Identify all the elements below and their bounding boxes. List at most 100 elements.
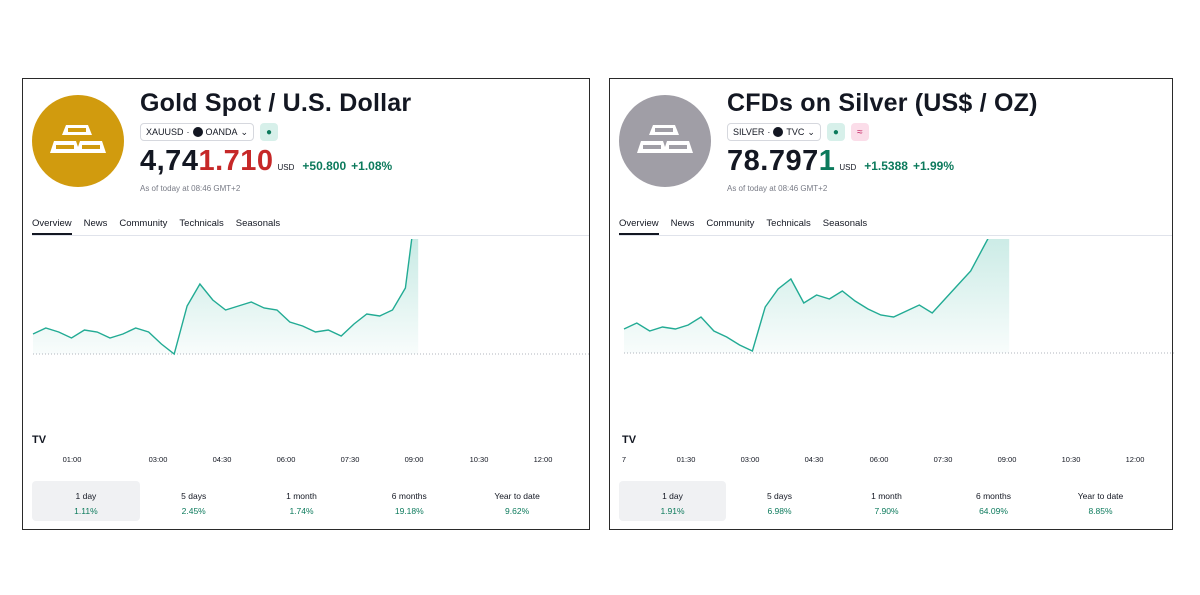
range-label: 1 month <box>871 491 902 501</box>
price-line <box>623 239 989 352</box>
x-tick: 01:30 <box>676 455 696 464</box>
range-1-day[interactable]: 1 day 1.91% <box>619 481 726 521</box>
tab-community[interactable]: Community <box>706 218 755 229</box>
page-title: Gold Spot / U.S. Dollar <box>140 89 412 117</box>
x-tick: 04:30 <box>212 455 232 464</box>
price-change-percent: +1.08% <box>351 159 393 173</box>
tab-overview[interactable]: Overview <box>619 218 659 235</box>
tradingview-logo-icon: TV <box>622 434 637 446</box>
x-tick: 12:00 <box>533 455 553 464</box>
range-label: Year to date <box>494 491 540 501</box>
separator-dot: · <box>767 127 771 137</box>
page-title: CFDs on Silver (US$ / OZ) <box>727 89 1038 117</box>
range-label: 1 day <box>75 491 97 501</box>
range-5-days[interactable]: 5 days 6.98% <box>726 481 833 521</box>
market-status-badge[interactable]: ● <box>260 123 279 141</box>
x-tick: 09:00 <box>997 455 1017 464</box>
tab-technicals[interactable]: Technicals <box>766 218 811 229</box>
tab-overview[interactable]: Overview <box>32 218 72 235</box>
symbol-chips: SILVER · TVC ⌄ ● ≈ <box>727 123 869 141</box>
range-1-day[interactable]: 1 day 1.11% <box>32 481 140 521</box>
silver-bars-icon <box>619 95 711 187</box>
range-5-days[interactable]: 5 days 2.45% <box>140 481 248 521</box>
price-change-percent: +1.99% <box>912 159 954 173</box>
range-label: 6 months <box>391 491 427 501</box>
price-line <box>32 239 413 356</box>
tab-bar: Overview News Community Technicals Seaso… <box>619 218 1172 236</box>
price-highlight: 1.710 <box>198 145 274 177</box>
price-area-fill <box>624 239 1010 353</box>
tab-news[interactable]: News <box>670 218 695 229</box>
range-value: 7.90% <box>874 506 899 516</box>
currency-label: USD <box>839 163 857 172</box>
tab-seasonals[interactable]: Seasonals <box>235 218 281 229</box>
range-label: 5 days <box>766 491 793 501</box>
range-year-to-date[interactable]: Year to date 8.85% <box>1047 481 1154 521</box>
range-6-months[interactable]: 6 months 19.18% <box>355 481 463 521</box>
symbol-selector[interactable]: XAUUSD · OANDA ⌄ <box>140 123 255 141</box>
currency-label: USD <box>277 163 295 172</box>
symbol-selector[interactable]: SILVER · TVC ⌄ <box>727 123 821 141</box>
x-tick: 7 <box>621 455 627 464</box>
price-change: +1.5388 <box>864 159 908 173</box>
chevron-down-icon: ⌄ <box>240 126 249 137</box>
tab-community[interactable]: Community <box>119 218 168 229</box>
performance-ranges: 1 day 1.11% 5 days 2.45% 1 month 1.74% 6 mo… <box>32 481 571 521</box>
x-tick: 10:30 <box>469 455 489 464</box>
symbol-label: SILVER <box>733 127 765 137</box>
range-value: 8.85% <box>1088 506 1113 516</box>
price-chart[interactable] <box>23 239 591 449</box>
as-of-timestamp: As of today at 08:46 GMT+2 <box>727 184 828 193</box>
range-1-month[interactable]: 1 month 1.74% <box>248 481 356 521</box>
x-tick: 01:00 <box>62 455 82 464</box>
range-value: 2.45% <box>181 506 206 516</box>
range-year-to-date[interactable]: Year to date 9.62% <box>463 481 571 521</box>
range-value: 9.62% <box>505 506 530 516</box>
x-tick: 09:00 <box>404 455 424 464</box>
silver-panel: CFDs on Silver (US$ / OZ) SILVER · TVC ⌄… <box>609 78 1174 530</box>
tradingview-logo-icon: TV <box>32 434 47 446</box>
gold-panel: Gold Spot / U.S. Dollar XAUUSD · OANDA ⌄… <box>22 78 591 530</box>
price-row: 4,741.710 USD +50.800 +1.08% <box>140 145 392 178</box>
x-tick: 07:30 <box>340 455 360 464</box>
price-highlight: 1 <box>818 145 836 177</box>
as-of-timestamp: As of today at 08:46 GMT+2 <box>140 184 241 193</box>
derived-data-badge[interactable]: ≈ <box>850 123 869 141</box>
range-label: 6 months <box>976 491 1011 501</box>
range-value: 6.98% <box>767 506 792 516</box>
price-main: 4,74 <box>140 145 199 177</box>
price-value: 78.7971 <box>727 145 835 178</box>
broker-tv-icon <box>773 127 784 137</box>
x-tick: 10:30 <box>1061 455 1081 464</box>
market-status-badge[interactable]: ● <box>826 123 845 141</box>
gold-bars-icon <box>32 95 124 187</box>
broker-check-icon <box>192 127 203 137</box>
range-1-month[interactable]: 1 month 7.90% <box>833 481 940 521</box>
x-tick: 03:00 <box>740 455 760 464</box>
tab-bar: Overview News Community Technicals Seaso… <box>32 218 589 236</box>
range-value: 1.91% <box>660 506 685 516</box>
tab-seasonals[interactable]: Seasonals <box>822 218 868 229</box>
x-tick: 04:30 <box>804 455 824 464</box>
range-value: 64.09% <box>979 506 1008 516</box>
price-chart[interactable] <box>610 239 1174 449</box>
price-area-fill <box>33 239 419 354</box>
tab-news[interactable]: News <box>83 218 108 229</box>
range-6-months[interactable]: 6 months 64.09% <box>940 481 1047 521</box>
tab-technicals[interactable]: Technicals <box>179 218 224 229</box>
chevron-down-icon: ⌄ <box>807 126 815 137</box>
range-value: 1.74% <box>289 506 314 516</box>
x-tick: 06:00 <box>276 455 296 464</box>
range-label: 1 day <box>662 491 683 501</box>
range-value: 1.11% <box>74 506 98 516</box>
x-tick: 06:00 <box>869 455 889 464</box>
symbol-chips: XAUUSD · OANDA ⌄ ● <box>140 123 279 141</box>
x-tick: 07:30 <box>933 455 953 464</box>
range-label: 5 days <box>181 491 207 501</box>
broker-label: OANDA <box>205 127 238 137</box>
price-value: 4,741.710 <box>140 145 274 178</box>
price-main: 78.797 <box>727 145 819 177</box>
price-change: +50.800 <box>302 159 347 173</box>
symbol-label: XAUUSD <box>146 127 184 137</box>
x-tick: 12:00 <box>1125 455 1145 464</box>
